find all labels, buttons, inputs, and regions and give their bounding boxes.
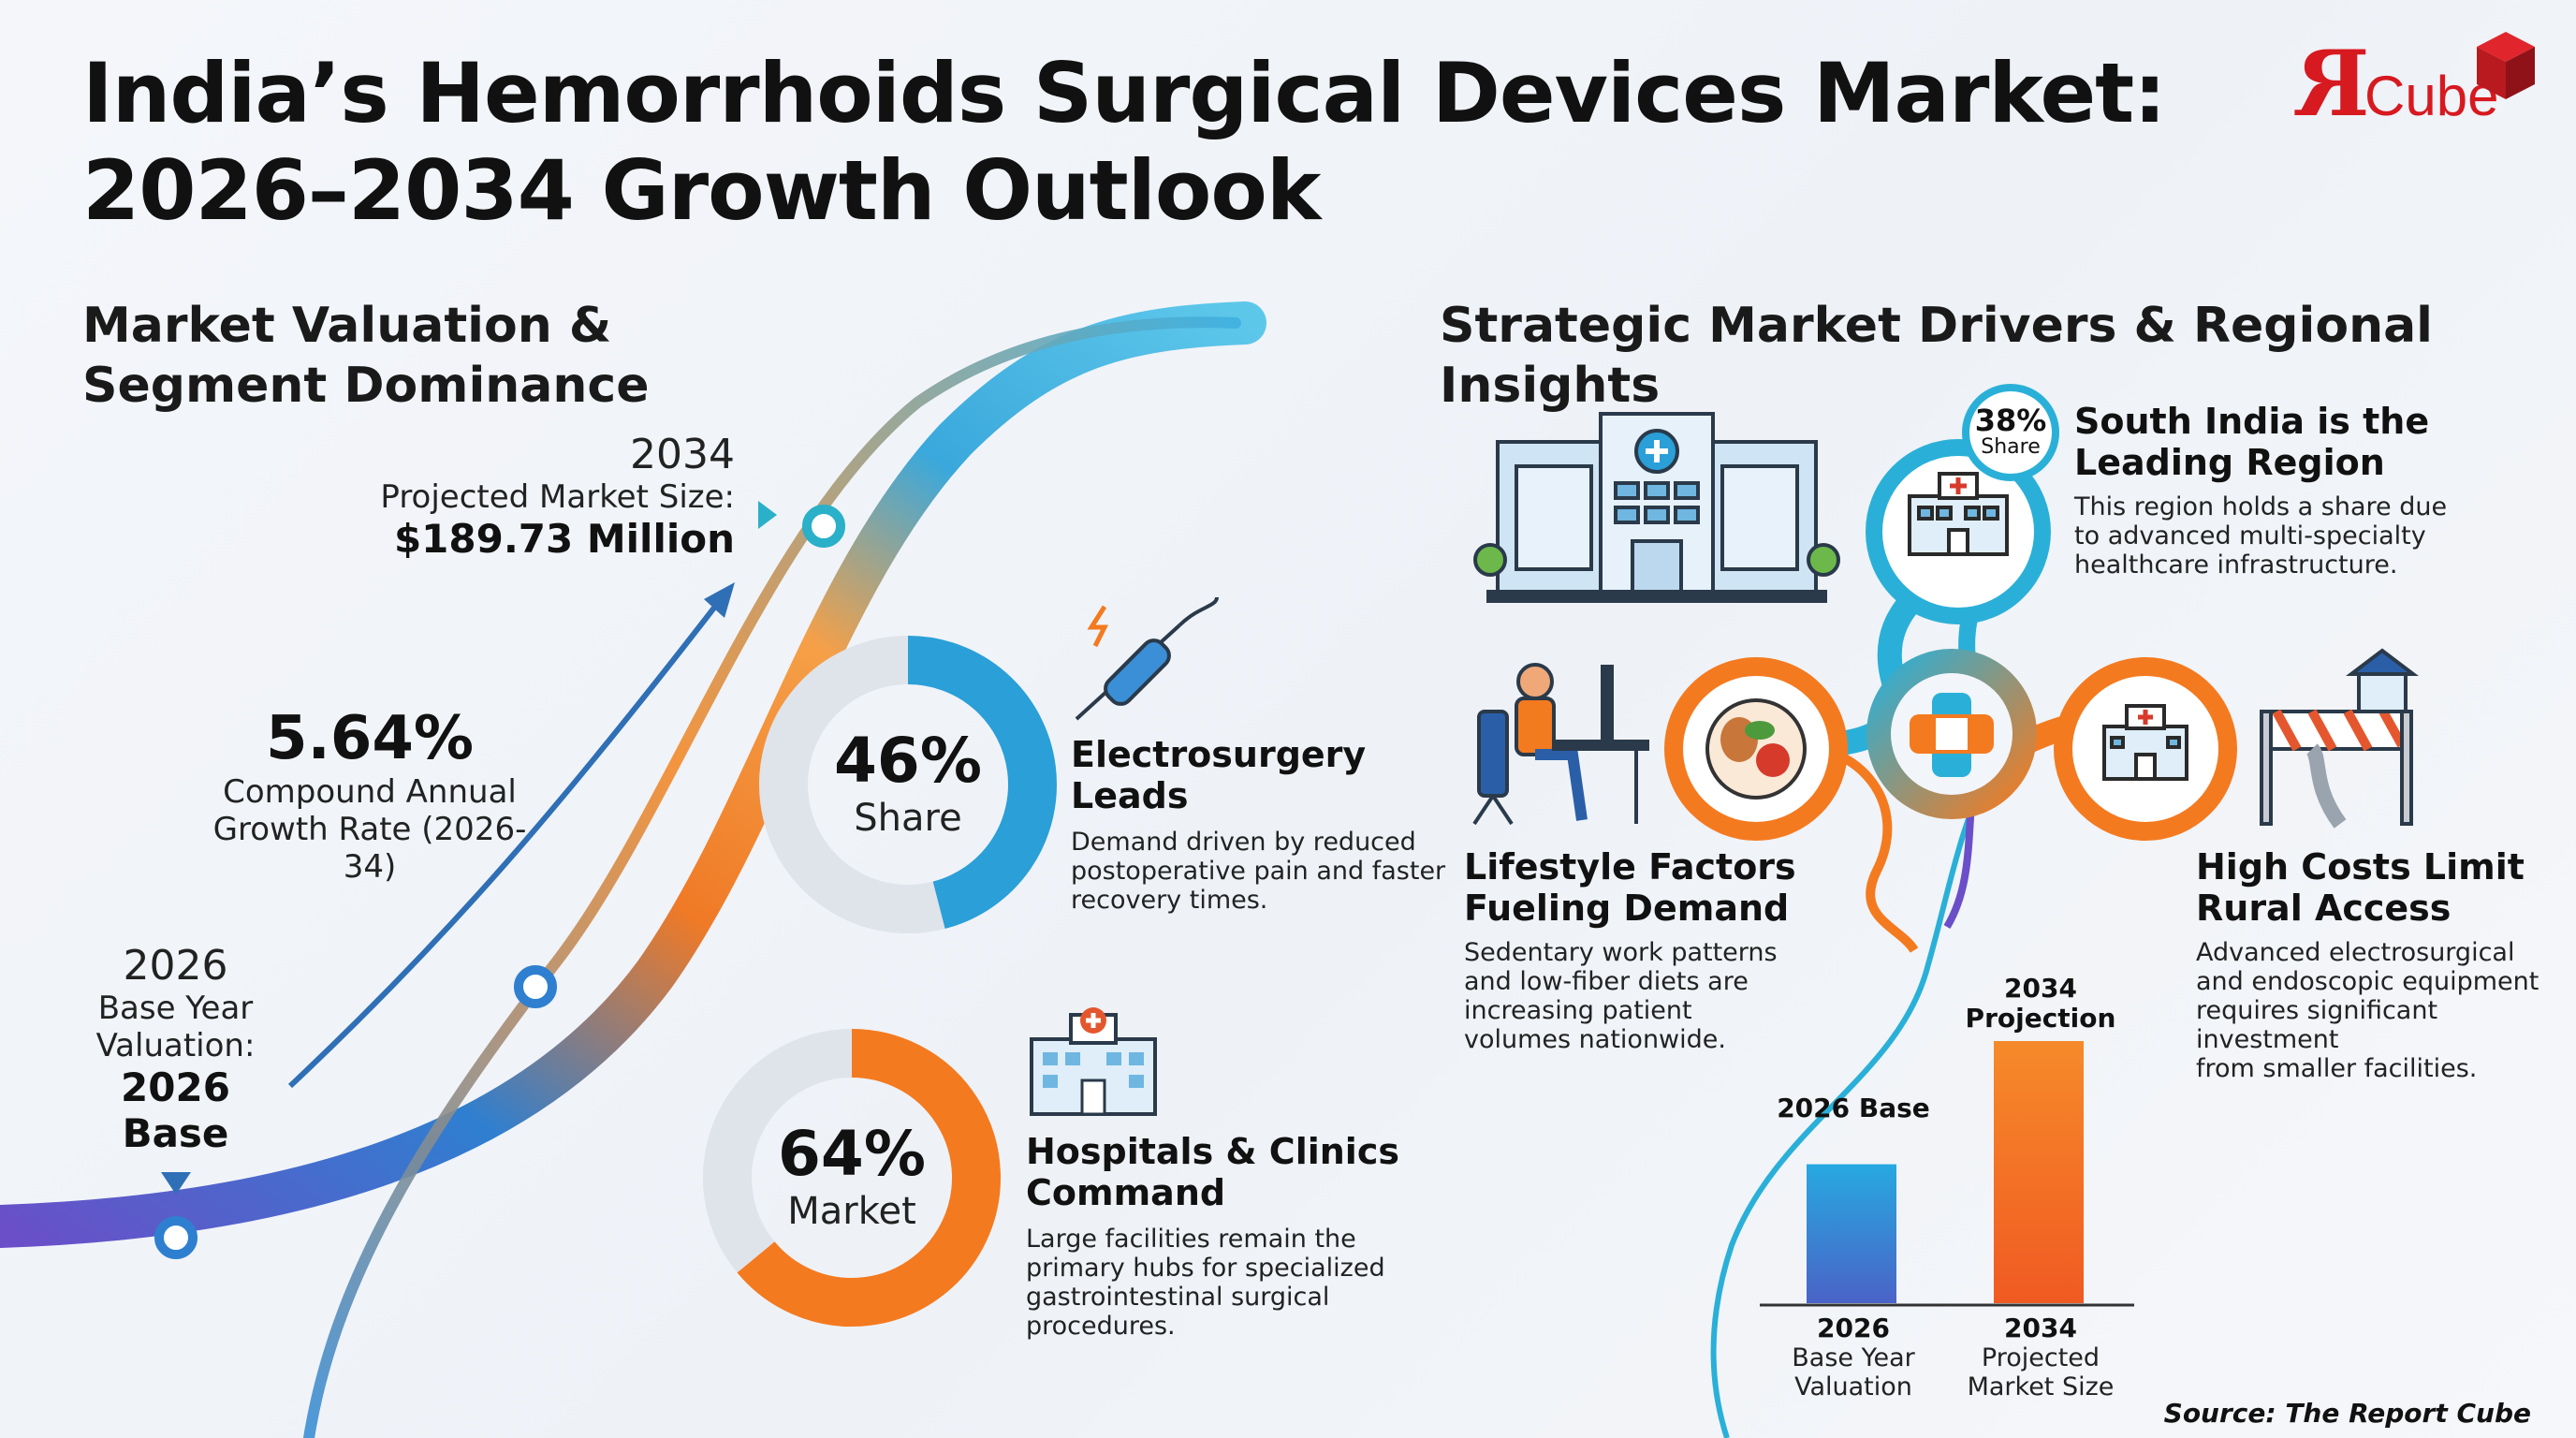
segment-1-body-2: postoperative pain and faster	[1071, 857, 1446, 886]
segment-2-body-1: Large facilities remain the	[1026, 1225, 1356, 1254]
title-line-2: 2026–2034 Growth Outlook	[82, 142, 1321, 239]
lifestyle-card: Lifestyle Factors Fueling Demand Sedenta…	[1464, 846, 1801, 1054]
region-heading-2: Leading Region	[2074, 442, 2385, 483]
lifestyle-body-4: volumes nationwide.	[1464, 1025, 1726, 1054]
end-label: Projected Market Size:	[380, 478, 735, 516]
bar-2026	[1807, 1164, 1896, 1303]
report-cube-logo: R Cube	[2295, 28, 2539, 137]
medical-cross-icon	[1910, 693, 1994, 777]
start-year: 2026	[123, 942, 228, 990]
cagr-block: 5.64% Compound Annual Growth Rate (2026-…	[187, 704, 552, 886]
donut-2-center: 64% Market	[725, 1118, 978, 1233]
clinic-icon	[2102, 704, 2188, 781]
bar-2-category: 2034	[2004, 1313, 2077, 1343]
start-value-2: Base	[122, 1110, 229, 1156]
lifestyle-body-3: increasing patient	[1464, 996, 1692, 1025]
donut-1-unit: Share	[854, 797, 962, 840]
costs-body-2: and endoscopic equipment	[2196, 967, 2539, 996]
region-body-1: This region holds a share due	[2074, 492, 2448, 521]
segment-2-body-2: primary hubs for specialized	[1026, 1254, 1385, 1283]
donut-1-slice-1	[907, 636, 1057, 929]
title-line-1: India’s Hemorrhoids Surgical Devices Mar…	[82, 45, 2166, 141]
lifestyle-heading-1: Lifestyle Factors	[1464, 846, 1796, 888]
road-barrier-illustration	[2260, 648, 2419, 829]
end-year-block: 2034 Projected Market Size: $189.73 Mill…	[356, 431, 735, 562]
segment-1-body-3: recovery times.	[1071, 886, 1268, 915]
cagr-value: 5.64%	[265, 704, 475, 773]
lifestyle-body-2: and low-fiber diets are	[1464, 967, 1749, 996]
lifestyle-body-1: Sedentary work patterns	[1464, 938, 1778, 967]
costs-body-3: requires significant investment	[2196, 996, 2438, 1054]
electrosurgery-pen-icon	[1075, 596, 1219, 721]
bar-2-x-label: 2034 Projected Market Size	[1956, 1313, 2125, 1401]
start-year-block: 2026 Base Year Valuation: 2026 Base	[56, 942, 295, 1156]
segment-1-body-1: Demand driven by reduced	[1071, 828, 1416, 857]
left-heading-line-2: Segment Dominance	[82, 358, 650, 414]
region-share-value: 38%	[1974, 403, 2047, 438]
region-heading-1: South India is the	[2074, 401, 2430, 442]
bar-chart	[1760, 1041, 2134, 1307]
cagr-label-2: Growth Rate (2026-34)	[212, 811, 527, 886]
donut-1-slice-2	[759, 636, 945, 933]
costs-body-1: Advanced electrosurgical	[2196, 938, 2515, 967]
costs-heading-1: High Costs Limit	[2196, 846, 2525, 888]
logo-word: Cube	[2364, 65, 2499, 127]
segment-1-heading-1: Electrosurgery	[1071, 734, 1367, 775]
start-label-1: Base Year	[97, 990, 254, 1027]
left-heading-line-1: Market Valuation &	[82, 298, 612, 354]
page-title: India’s Hemorrhoids Surgical Devices Mar…	[82, 45, 2166, 240]
left-section-heading: Market Valuation & Segment Dominance	[82, 296, 650, 416]
cagr-label-1: Compound Annual	[223, 773, 517, 811]
segment-1-heading-2: Leads	[1071, 775, 1189, 816]
region-body-2: to advanced multi-specialty	[2074, 521, 2426, 550]
bar-1-category: 2026	[1817, 1313, 1890, 1343]
lifestyle-heading-2: Fueling Demand	[1464, 888, 1790, 929]
segment-2-body-3: gastrointestinal surgical	[1026, 1283, 1330, 1312]
right-section-heading: Strategic Market Drivers & Regional Insi…	[1440, 298, 2433, 414]
growth-ribbon-thin	[303, 316, 1241, 1438]
food-icon	[1705, 698, 1807, 800]
costs-body-4: from smaller facilities.	[2196, 1054, 2478, 1083]
bar-2034	[1994, 1041, 2084, 1303]
region-card: South India is the Leading Region This r…	[2074, 401, 2514, 580]
hospital-icon	[1030, 1007, 1157, 1116]
start-label-2: Valuation:	[95, 1027, 256, 1064]
region-body-3: healthcare infrastructure.	[2074, 550, 2398, 580]
end-value: $189.73 Million	[393, 516, 735, 562]
segment-2-heading-1: Hospitals & Clinics	[1026, 1131, 1399, 1172]
bar-1-top-label: 2026 Base	[1777, 1093, 1930, 1123]
segment-2-body-4: procedures.	[1026, 1312, 1176, 1341]
costs-card: High Costs Limit Rural Access Advanced e…	[2196, 846, 2552, 1083]
donut-2-slice-1	[737, 1029, 1001, 1327]
source-note: Source: The Report Cube	[2163, 1398, 2531, 1429]
desk-worker-illustration	[1472, 663, 1649, 826]
donut-1-center: 46% Share	[782, 725, 1034, 840]
region-share-badge: 38% Share	[1966, 404, 2056, 459]
donut-2-unit: Market	[787, 1190, 916, 1233]
bar-1-x-label: 2026 Base Year Valuation	[1769, 1313, 1938, 1401]
bar-2-top-label: 2034 Projection	[1965, 973, 2116, 1034]
donut-1-value: 46%	[834, 725, 982, 797]
end-year: 2034	[630, 431, 735, 478]
hospital-illustration	[1473, 412, 1840, 603]
region-hospital-icon	[1908, 472, 2009, 556]
growth-ribbon	[0, 301, 1266, 1248]
segment-card-electrosurgery: Electrosurgery Leads Demand driven by re…	[1071, 734, 1483, 915]
segment-2-heading-2: Command	[1026, 1172, 1226, 1213]
cube-icon	[2477, 32, 2535, 99]
segment-card-hospitals: Hospitals & Clinics Command Large facili…	[1026, 1131, 1456, 1341]
donut-2-value: 64%	[778, 1118, 926, 1190]
bar-1-sublabel: Base Year Valuation	[1792, 1343, 1915, 1401]
donut-2-slice-2	[703, 1029, 853, 1273]
region-share-label: Share	[1981, 435, 2041, 459]
costs-heading-2: Rural Access	[2196, 888, 2452, 929]
start-value-1: 2026	[121, 1064, 230, 1110]
bar-2-sublabel: Projected Market Size	[1967, 1343, 2115, 1401]
